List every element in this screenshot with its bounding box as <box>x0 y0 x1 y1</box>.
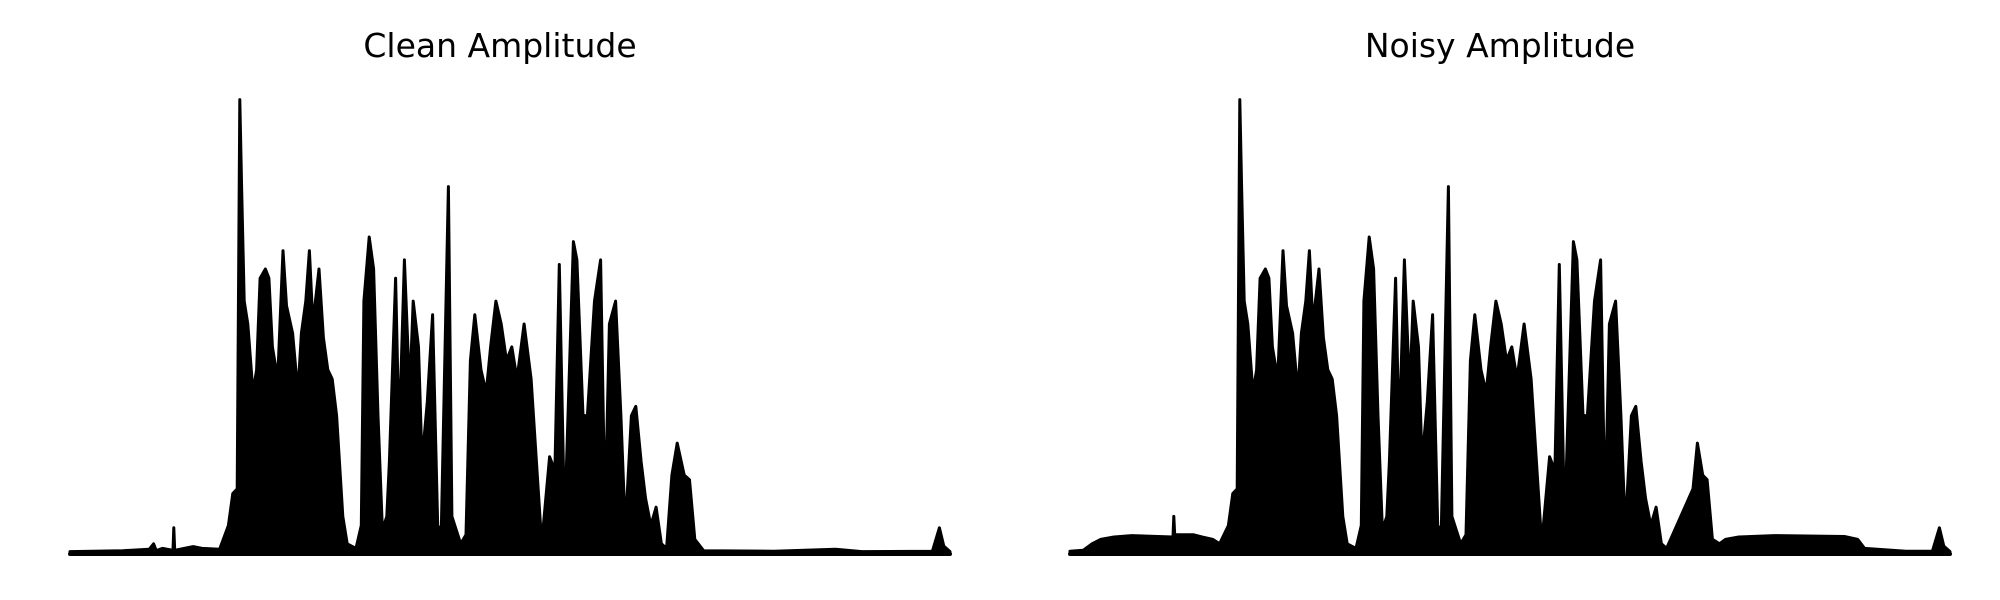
noisy-amplitude-plot <box>1068 98 1952 556</box>
noisy-amplitude-panel: Noisy Amplitude <box>1000 0 2000 600</box>
chart-title: Clean Amplitude <box>363 26 637 65</box>
clean-amplitude-panel: Clean Amplitude <box>68 26 952 556</box>
amplitude-envelope-area <box>68 98 952 555</box>
chart-title: Noisy Amplitude <box>1364 26 1636 65</box>
amplitude-envelope-area <box>1068 98 1952 555</box>
clean-amplitude-plot <box>68 98 952 556</box>
